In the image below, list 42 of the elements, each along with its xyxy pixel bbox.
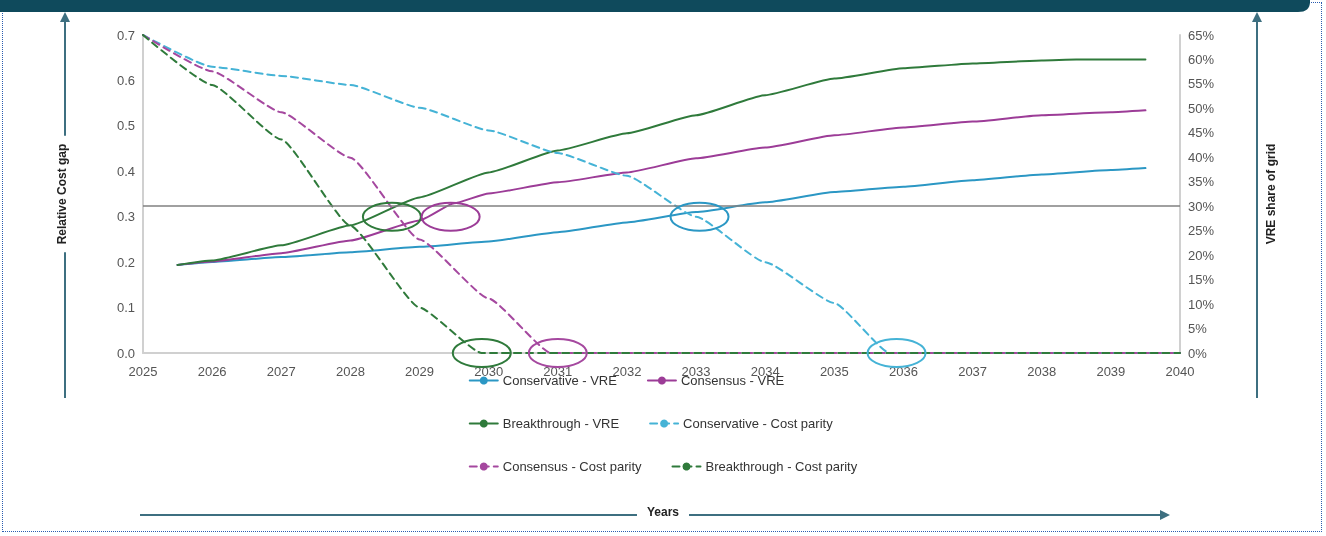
x-tick-label: 2037 xyxy=(958,364,988,379)
y2-tick-label: 35% xyxy=(1188,174,1215,190)
y-tick-label: 0.6 xyxy=(116,72,135,88)
y-tick-label: 0.4 xyxy=(116,163,135,179)
x-tick-label: 2039 xyxy=(1096,364,1126,379)
x-tick-label: 2027 xyxy=(266,364,296,379)
y2-tick-label: 10% xyxy=(1188,296,1215,312)
y2-tick-label: 15% xyxy=(1188,272,1215,288)
y-tick-label: 0.1 xyxy=(116,300,135,316)
y2-tick-label: 30% xyxy=(1188,198,1215,214)
y2-tick-label: 5% xyxy=(1188,321,1208,337)
legend-label: Breakthrough - VRE xyxy=(502,416,620,431)
y2-tick-label: 50% xyxy=(1188,100,1215,116)
y2-tick-label: 25% xyxy=(1188,223,1215,239)
y-tick-label: 0.2 xyxy=(116,254,135,270)
x-tick-label: 2035 xyxy=(819,364,849,379)
x-tick-label: 2030 xyxy=(474,364,504,379)
y-tick-label: 0.3 xyxy=(116,209,135,225)
y2-tick-label: 20% xyxy=(1188,247,1215,263)
y-axis-title: Relative Cost gap xyxy=(55,143,69,245)
y2-tick-label: 65% xyxy=(1188,27,1215,43)
x-tick-label: 2032 xyxy=(612,364,642,379)
y2-tick-label: 45% xyxy=(1188,125,1215,141)
y-tick-label: 0.7 xyxy=(116,27,135,43)
x-tick-label: 2038 xyxy=(1027,364,1057,379)
y2-tick-label: 60% xyxy=(1188,51,1215,67)
x-tick-label: 2029 xyxy=(405,364,434,379)
y2-tick-label: 0% xyxy=(1188,345,1208,361)
x-tick-label: 2040 xyxy=(1165,364,1195,379)
text: Years xyxy=(646,505,680,519)
legend-label: Breakthrough - Cost parity xyxy=(705,459,858,474)
x-tick-label: 2025 xyxy=(128,364,158,379)
x-tick-label: 2026 xyxy=(197,364,227,379)
legend-label: Consensus - Cost parity xyxy=(502,459,642,474)
y-tick-label: 0.5 xyxy=(116,118,135,134)
x-tick-label: 2036 xyxy=(889,364,918,379)
legend-label: Conservative - Cost parity xyxy=(683,416,834,431)
y2-tick-label: 55% xyxy=(1188,76,1215,92)
x-tick-label: 2028 xyxy=(335,364,365,379)
y-tick-label: 0.0 xyxy=(116,345,135,361)
y2-tick-label: 40% xyxy=(1188,149,1215,165)
y2-axis-title: VRE share of grid xyxy=(1264,143,1278,245)
